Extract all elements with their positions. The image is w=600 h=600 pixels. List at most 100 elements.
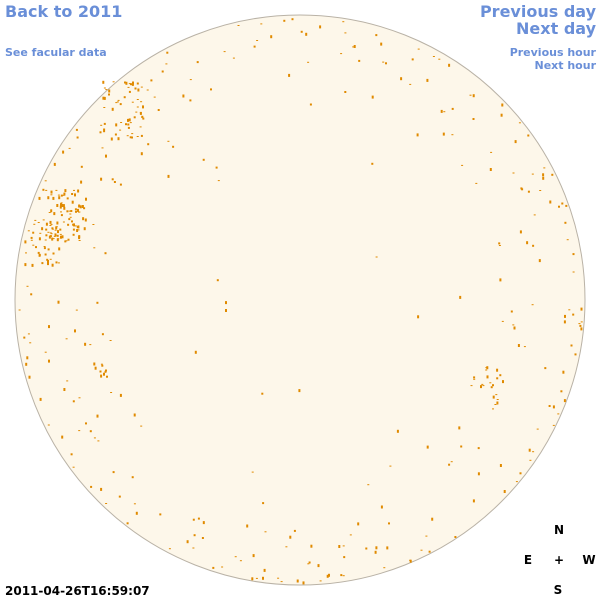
facula-dot: [260, 23, 263, 25]
facula-dot: [74, 208, 77, 211]
facula-dot: [27, 230, 30, 232]
facula-dot: [99, 131, 102, 134]
facula-dot: [340, 53, 343, 55]
facula-dot: [47, 262, 49, 266]
facula-dot: [131, 83, 134, 86]
facula-dot: [53, 212, 56, 216]
facula-dot: [217, 180, 220, 182]
facula-dot: [131, 476, 134, 479]
facula-dot: [60, 194, 63, 197]
facula-dot: [37, 222, 40, 223]
facula-dot: [53, 162, 56, 166]
facula-dot: [129, 122, 132, 124]
facula-dot: [388, 522, 390, 525]
facula-dot: [66, 210, 69, 213]
facula-dot: [489, 382, 492, 384]
facula-dot: [48, 325, 50, 329]
facula-dot: [71, 193, 74, 195]
facula-dot: [72, 228, 75, 231]
facula-dot: [140, 86, 143, 88]
facula-dot: [251, 471, 254, 473]
facula-dot: [78, 240, 81, 241]
facula-dot: [512, 172, 515, 174]
facula-dot: [473, 378, 476, 380]
facula-dot: [578, 323, 581, 325]
facula-dot: [261, 392, 264, 395]
facula-dot: [480, 385, 482, 389]
facula-dot: [128, 90, 131, 93]
facula-dot: [472, 94, 475, 98]
back-link[interactable]: Back to 2011: [5, 2, 122, 21]
facula-dot: [103, 87, 106, 89]
facular-link[interactable]: See facular data: [5, 46, 107, 59]
facula-dot: [396, 429, 399, 433]
facula-dot: [114, 133, 117, 136]
facula-dot: [481, 383, 484, 385]
facula-dot: [458, 426, 461, 430]
facula-dot: [76, 226, 79, 228]
facula-dot: [499, 374, 502, 377]
facula-dot: [285, 546, 288, 548]
facula-dot: [542, 173, 545, 177]
facula-dot: [78, 397, 81, 399]
facula-dot: [580, 327, 583, 331]
facula-dot: [56, 234, 59, 237]
facula-dot: [498, 242, 501, 245]
facula-dot: [371, 162, 374, 165]
facula-dot: [110, 137, 113, 141]
facula-dot: [75, 309, 78, 311]
facula-dot: [374, 550, 377, 554]
facula-dot: [52, 252, 55, 255]
facula-dot: [442, 132, 445, 136]
facula-dot: [526, 241, 529, 245]
facula-dot: [193, 534, 196, 537]
facula-dot: [533, 214, 536, 216]
next-hour-link[interactable]: Next hour: [535, 59, 597, 72]
facula-dot: [30, 293, 33, 296]
facula-dot: [542, 176, 545, 180]
facula-dot: [234, 556, 237, 558]
next-day-link[interactable]: Next day: [516, 19, 597, 38]
facula-dot: [426, 78, 429, 82]
facula-dot: [56, 204, 59, 207]
facula-dot: [202, 521, 205, 525]
facula-dot: [519, 472, 522, 475]
facula-dot: [255, 577, 258, 579]
previous-day-link[interactable]: Previous day: [480, 2, 597, 21]
facula-dot: [194, 350, 197, 354]
facula-dot: [528, 448, 531, 452]
facula-dot: [147, 143, 150, 146]
facula-dot: [76, 136, 79, 139]
facula-dot: [24, 240, 27, 244]
facula-dot: [48, 212, 51, 213]
facula-dot: [100, 374, 103, 378]
facula-dot: [473, 376, 476, 379]
facula-dot: [133, 413, 136, 417]
facula-dot: [45, 222, 48, 226]
facula-dot: [438, 58, 441, 60]
facula-dot: [80, 165, 83, 168]
facula-dot: [490, 386, 493, 389]
previous-hour-link[interactable]: Previous hour: [510, 46, 597, 59]
facula-dot: [420, 549, 423, 551]
facula-dot: [61, 435, 64, 439]
facula-dot: [291, 18, 294, 21]
facula-dot: [186, 540, 189, 544]
facula-dot: [72, 233, 75, 236]
facula-dot: [127, 126, 130, 129]
facula-dot: [31, 263, 34, 267]
facula-dot: [221, 566, 224, 568]
facula-dot: [64, 189, 67, 193]
facula-dot: [47, 248, 50, 251]
facula-dot: [572, 313, 575, 316]
facula-dot: [140, 425, 143, 427]
facula-dot: [564, 314, 566, 318]
facula-dot: [150, 79, 153, 82]
facula-dot: [28, 375, 31, 379]
facula-dot: [448, 63, 451, 67]
facula-dot: [558, 205, 560, 208]
facula-dot: [165, 63, 168, 65]
facula-dot: [62, 150, 65, 154]
facula-dot: [192, 547, 195, 549]
facula-dot: [101, 364, 104, 367]
